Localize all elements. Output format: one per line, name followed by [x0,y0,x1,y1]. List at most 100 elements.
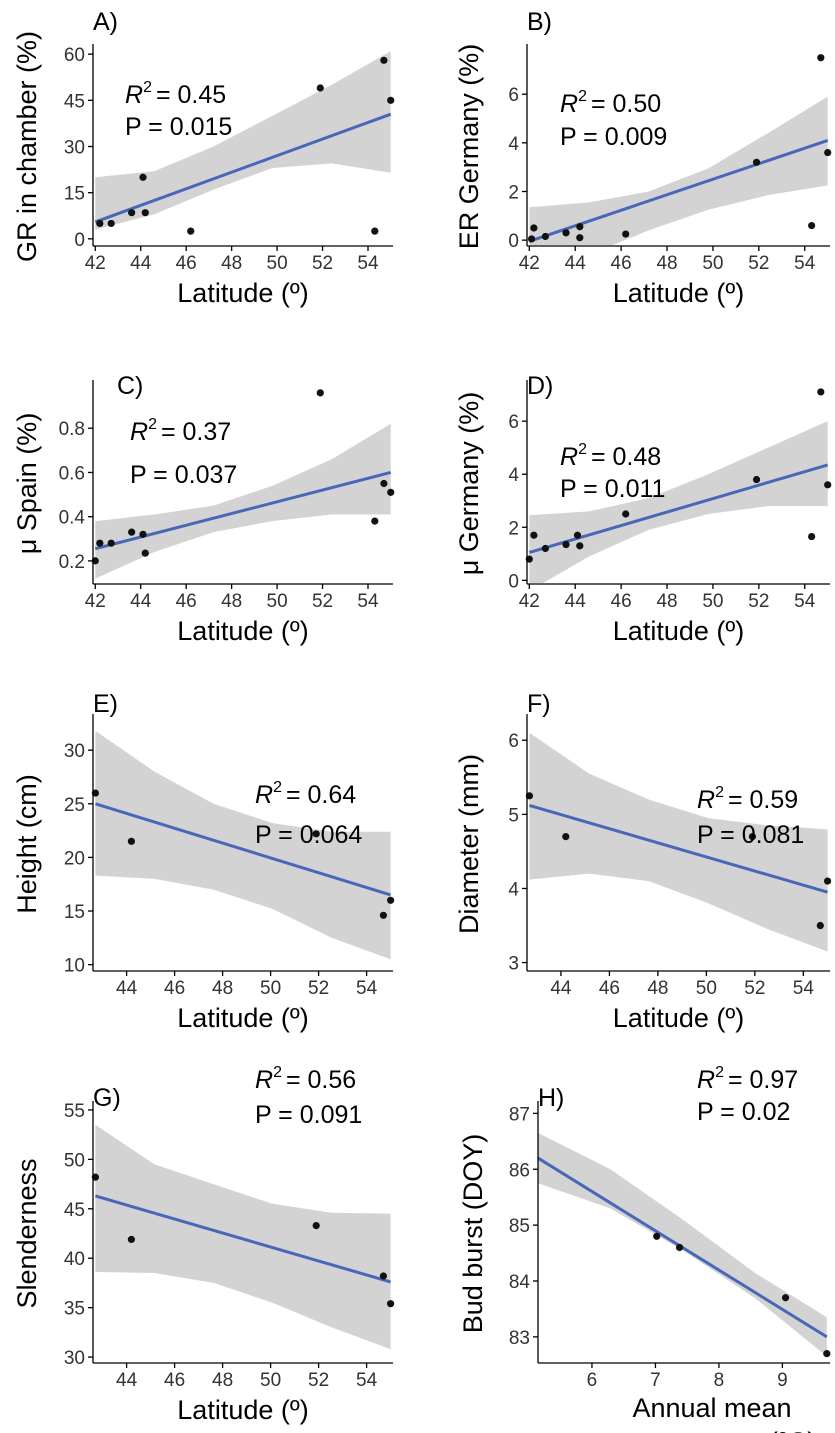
x-tick-label: 50 [260,978,281,999]
x-tick-label: 54 [356,1370,378,1391]
x-tick-label: 44 [116,978,138,999]
x-tick-label: 54 [357,591,379,612]
y-tick-label: 6 [508,731,519,752]
data-point [752,475,761,484]
y-tick-label: 45 [64,91,85,112]
data-point [128,209,136,217]
data-point [823,1350,831,1358]
y-tick-label: 20 [64,848,85,869]
data-point [576,223,584,231]
x-tick-label: 48 [221,253,242,274]
data-point [748,832,757,841]
data-point [379,911,387,919]
y-tick-label: 86 [509,1160,530,1181]
x-tick-label: 46 [611,253,632,274]
p-value-label: P = 0.064 [255,821,362,849]
panel-letter: D) [527,372,553,400]
data-point [387,488,395,496]
panel-letter: A) [93,8,118,36]
p-value-label: P = 0.02 [697,1098,790,1126]
y-axis-title: μ Spain (%) [12,413,42,555]
x-tick-label: 8 [714,1370,725,1391]
y-tick-label: 2 [508,518,519,539]
y-tick-label: 15 [64,184,85,205]
p-value-label: P = 0.081 [697,821,804,849]
y-tick-label: 10 [64,956,85,977]
panel-e: 44 46 48 50 52 54 10 15 20 25 30 E) R2 = 0.64 P = 0.06… [12,690,395,1033]
data-point [752,158,761,166]
r-squared-label: R2 = 0.97 [697,1064,798,1094]
data-point [380,479,388,488]
x-tick-label: 6 [587,1370,598,1391]
x-tick-label: 50 [267,253,288,274]
r-squared-label: R2 = 0.50 [560,88,661,118]
x-axis-title: Latitude (º) [177,1003,308,1033]
data-point [530,531,538,539]
data-point [541,544,549,553]
y-tick-label: 85 [509,1216,530,1237]
regression-line [94,802,392,897]
regression-line [529,804,828,894]
r-squared-label: R2 = 0.64 [255,779,356,809]
x-tick-label: 52 [312,591,333,612]
y-tick-label: 15 [64,902,85,923]
data-point [96,539,104,547]
x-tick-label: 44 [130,591,152,612]
x-axis-title: Latitude (º) [613,1003,744,1033]
data-point [808,532,816,541]
panel-letter: F) [527,690,551,718]
y-axis-title: Diameter (mm) [454,754,484,934]
data-point [824,148,832,157]
x-tick-label: 50 [260,1370,281,1391]
p-value-label: P = 0.037 [130,461,237,489]
y-tick-label: 4 [508,134,519,155]
data-point [824,481,832,489]
p-value-label: P = 0.009 [560,123,667,151]
data-point [387,96,395,104]
x-tick-label: 48 [647,978,668,999]
x-tick-label: 54 [794,253,816,274]
data-point [380,56,388,64]
data-point [312,1221,320,1230]
y-tick-label: 0.6 [59,463,85,484]
x-tick-label: 42 [85,591,106,612]
x-tick-label: 7 [650,1370,661,1391]
data-point [675,1243,684,1252]
data-point [387,1300,395,1308]
x-tick-label: 50 [702,591,723,612]
y-tick-label: 5 [508,805,519,826]
y-tick-label: 0.2 [59,552,85,573]
data-point [127,837,135,845]
data-point [96,219,104,228]
y-tick-label: 30 [64,138,85,159]
y-axis-title: GR in chamber (%) [12,31,42,262]
x-tick-label: 44 [550,978,572,999]
panel-c: 42 44 46 48 50 52 54 0.2 0.4 0.6 0.8 C) R2 = 0.37 P = … [12,372,395,646]
x-tick-label: 48 [221,591,242,612]
x-tick-label: 44 [565,591,587,612]
panel-letter: B) [527,8,552,36]
panel-letter: C) [117,372,143,400]
y-axis-title: ER Germany (%) [454,44,484,250]
y-axis-title: Height (cm) [12,774,42,914]
data-point [622,510,630,518]
data-point [379,1272,387,1280]
data-point [808,221,816,230]
data-point [316,84,324,92]
x-axis-title: Annual mean [632,1393,791,1423]
p-value-label: P = 0.011 [560,475,665,503]
data-point [107,539,115,547]
data-point [622,230,630,238]
y-tick-label: 87 [509,1104,530,1125]
r-squared-label: R2 = 0.37 [130,416,231,446]
data-point [576,542,584,550]
data-point [139,530,147,538]
confidence-band [529,732,828,952]
x-tick-label: 54 [794,591,816,612]
x-tick-label: 52 [312,253,333,274]
data-point [541,232,549,241]
x-tick-label: 46 [176,591,197,612]
y-tick-label: 4 [508,465,519,486]
data-point [823,877,832,885]
y-tick-label: 0 [74,230,85,251]
